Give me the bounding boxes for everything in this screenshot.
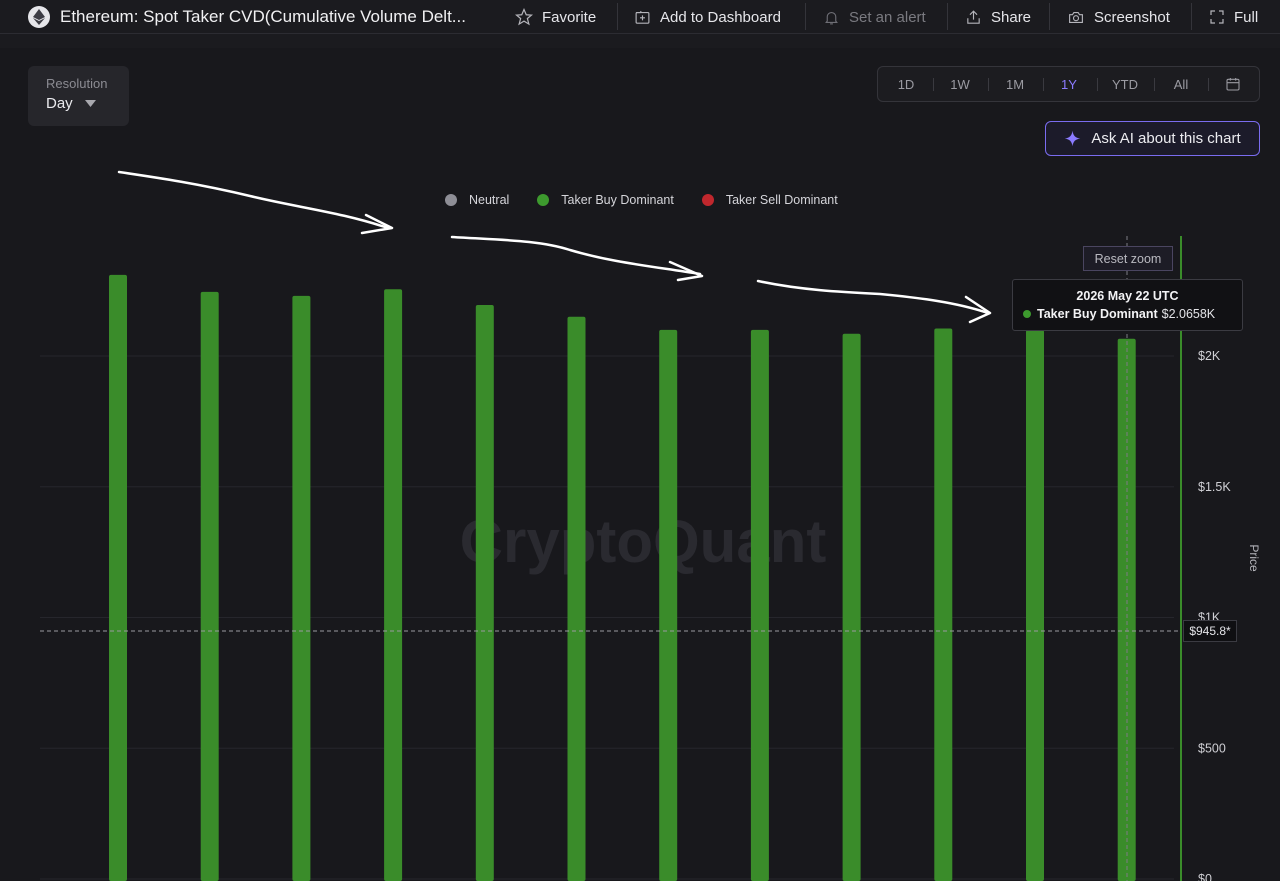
chart-bar[interactable] [659,329,678,881]
annotation-arrowhead [668,260,704,282]
range-all[interactable]: All [1173,76,1189,92]
ask-ai-button[interactable]: Ask AI about this chart [1045,121,1260,156]
screenshot-button[interactable]: Screenshot [1067,6,1170,28]
range-divider [1208,78,1209,91]
chart-bar[interactable] [475,305,494,881]
add-dashboard-icon [635,10,650,24]
star-icon [515,8,533,26]
add-to-dashboard-button[interactable]: Add to Dashboard [634,6,781,28]
tooltip-date: 2026 May 22 UTC [1076,289,1179,303]
tooltip-dot [1023,310,1031,318]
share-button[interactable]: Share [965,6,1031,28]
range-1d[interactable]: 1D [897,76,915,92]
y-axis-label: Price [1247,544,1261,572]
legend-label: Taker Buy Dominant [561,193,674,207]
range-ytd[interactable]: YTD [1112,76,1138,92]
resolution-value: Day [46,95,73,112]
annotation-arrow [450,235,702,276]
range-1y[interactable]: 1Y [1061,76,1077,92]
favorite-button[interactable]: Favorite [515,6,596,28]
price-marker: $945.8* [1183,620,1237,642]
chart-bar[interactable] [842,333,861,881]
calendar-icon [1226,78,1240,91]
chart-tooltip: 2026 May 22 UTC Taker Buy Dominant $2.06… [1012,279,1243,331]
range-1m[interactable]: 1M [1005,76,1025,92]
title-area: Ethereum: Spot Taker CVD(Cumulative Volu… [28,6,466,28]
fullscreen-button[interactable]: Full [1209,6,1258,28]
header-divider [1191,3,1192,30]
chart-bar[interactable] [292,295,311,881]
legend-label: Taker Sell Dominant [725,193,838,207]
range-divider [988,78,989,91]
chart-bar[interactable] [384,289,403,881]
chart-bar[interactable] [1026,329,1044,881]
legend-label: Neutral [469,193,510,207]
share-label: Share [991,8,1032,26]
header-divider [947,3,948,30]
add-dashboard-label: Add to Dashboard [660,8,781,26]
fullscreen-icon [1210,10,1224,24]
header-divider [617,3,618,30]
header-bar: Ethereum: Spot Taker CVD(Cumulative Volu… [0,0,1280,34]
legend-item-taker-buy[interactable]: Taker Buy Dominant [537,193,674,207]
legend-dot [537,194,550,206]
time-range-selector: 1D 1W 1M 1Y YTD All [877,66,1260,102]
y-tick-label: $500 [1198,741,1226,755]
share-icon [967,9,980,24]
chart-bar[interactable] [934,328,953,881]
tooltip-series: Taker Buy Dominant [1037,307,1158,321]
annotation-arrowhead [964,295,992,324]
chart-bar[interactable] [750,329,769,881]
set-alert-button[interactable]: Set an alert [823,6,926,28]
legend-dot [701,194,714,206]
favorite-label: Favorite [542,8,597,26]
range-divider [1154,78,1155,91]
page-title: Ethereum: Spot Taker CVD(Cumulative Volu… [60,7,466,26]
annotation-arrow [117,170,390,230]
sparkle-icon [1065,130,1081,147]
chart-bar[interactable] [109,274,127,881]
y-tick-label: $2K [1198,349,1221,363]
chart-bar[interactable] [567,316,586,881]
tooltip-value: $2.0658K [1161,307,1216,321]
annotation-arrowhead [360,213,394,235]
range-divider [1043,78,1044,91]
screenshot-label: Screenshot [1094,8,1170,26]
bell-icon [825,11,838,24]
y-tick-label: $1.5K [1198,480,1231,494]
chart-bar[interactable] [200,291,219,881]
y-tick-label: $0 [1198,872,1212,881]
header-divider [805,3,806,30]
ethereum-icon [28,6,50,28]
bars-group [109,274,1136,881]
resolution-select[interactable]: Resolution Day [28,66,129,126]
ask-ai-label: Ask AI about this chart [1091,130,1241,147]
header-divider [1049,3,1050,30]
caret-down-icon [84,100,96,107]
set-alert-label: Set an alert [849,8,926,26]
range-divider [933,78,934,91]
resolution-label: Resolution [46,76,108,91]
range-divider [1097,78,1098,91]
reset-zoom-button[interactable]: Reset zoom [1083,246,1173,271]
range-1w[interactable]: 1W [950,76,970,92]
gridlines [40,355,1174,880]
calendar-button[interactable] [1210,67,1256,101]
legend-dot [445,194,457,206]
camera-icon [1069,11,1083,23]
fullscreen-label: Full [1234,8,1259,26]
legend-item-neutral[interactable]: Neutral [445,193,509,207]
annotation-arrow [756,279,990,315]
chart-legend: Neutral Taker Buy Dominant Taker Sell Do… [445,192,866,208]
legend-item-taker-sell[interactable]: Taker Sell Dominant [701,193,838,207]
